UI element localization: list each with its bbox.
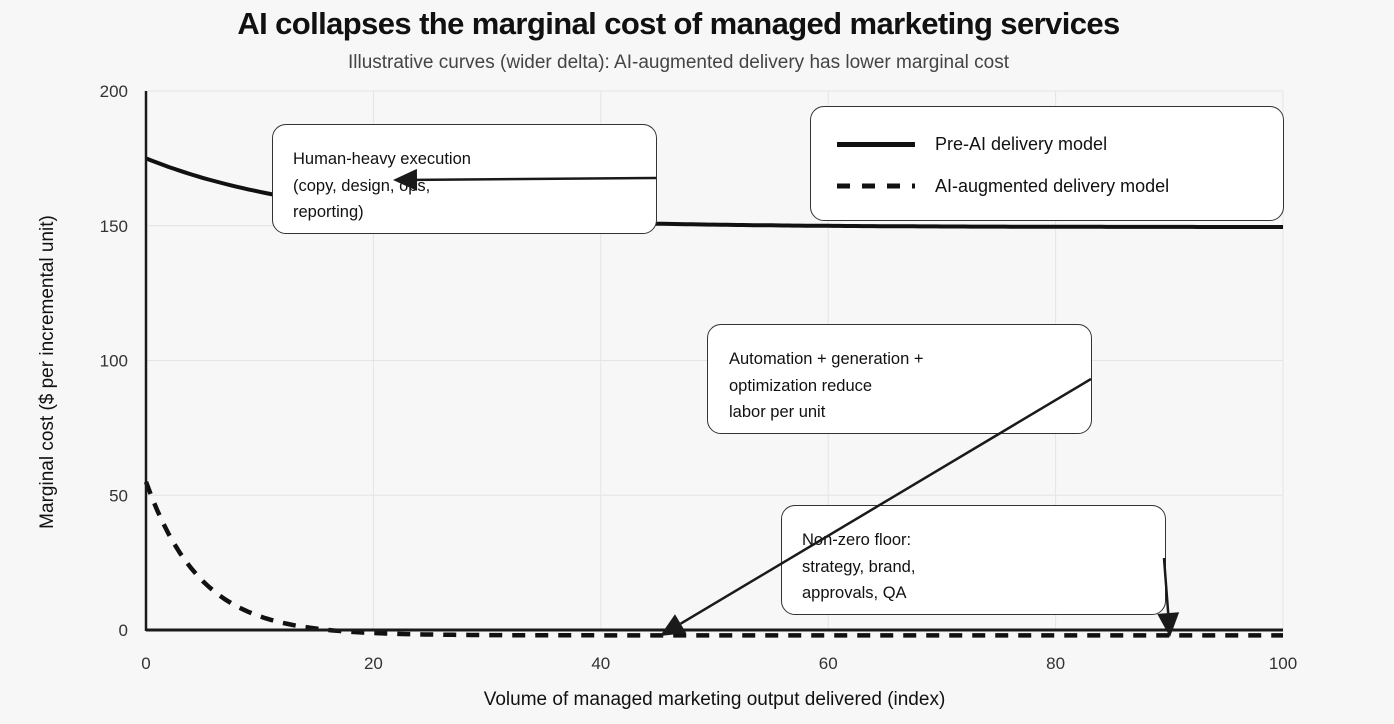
x-tick-label: 60 (819, 654, 838, 673)
annotation-human-heavy: Human-heavy execution (copy, design, ops… (272, 124, 657, 234)
x-tick-label: 20 (364, 654, 383, 673)
x-axis-label: Volume of managed marketing output deliv… (483, 689, 946, 710)
legend-label: Pre-AI delivery model (935, 134, 1108, 154)
legend-label: AI-augmented delivery model (935, 176, 1170, 196)
x-tick-label: 100 (1269, 654, 1297, 673)
annotation-line: Automation + generation + (729, 350, 924, 368)
annotation-automation: Automation + generation + optimization r… (707, 324, 1092, 434)
chart-subtitle: Illustrative curves (wider delta): AI-au… (347, 52, 1010, 73)
x-tick-label: 0 (141, 654, 150, 673)
annotation-line: labor per unit (729, 403, 826, 421)
legend-item-pre-ai: Pre-AI delivery model (837, 131, 1107, 158)
y-tick-label: 200 (100, 82, 128, 101)
annotation-line: (copy, design, ops, (293, 176, 431, 195)
y-tick-label: 150 (100, 217, 128, 236)
legend-item-ai-augmented: AI-augmented delivery model (837, 173, 1169, 200)
annotation-line: reporting) (293, 203, 364, 221)
y-tick-label: 50 (109, 486, 128, 505)
annotation-line: Human-heavy execution (293, 150, 471, 168)
legend: Pre-AI delivery model AI-augmented deliv… (810, 106, 1284, 221)
annotation-line: strategy, brand, (802, 557, 916, 576)
axes-lines (144, 91, 1283, 632)
dashed-line-swatch-icon (837, 183, 915, 189)
solid-line-swatch-icon (837, 141, 915, 147)
annotation-line: approvals, QA (802, 584, 907, 602)
y-tick-label: 100 (100, 352, 128, 371)
tick-labels: 0 20 40 60 80 100 0 50 100 150 200 (100, 82, 1298, 673)
y-tick-label: 0 (119, 621, 128, 640)
annotation-line: Non-zero floor: (802, 531, 912, 549)
chart-title: AI collapses the marginal cost of manage… (237, 6, 1120, 41)
x-tick-label: 40 (591, 654, 610, 673)
annotation-non-zero-floor: Non-zero floor: strategy, brand, approva… (781, 505, 1166, 615)
annotation-line: optimization reduce (729, 376, 873, 395)
x-tick-label: 80 (1046, 654, 1065, 673)
